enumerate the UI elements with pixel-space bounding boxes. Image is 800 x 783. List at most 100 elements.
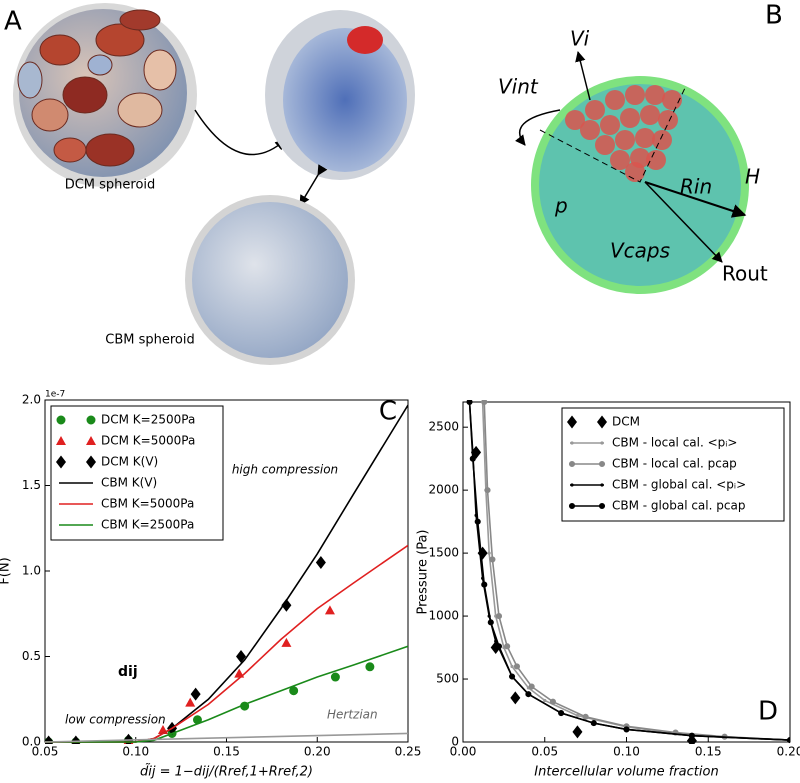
marker: [487, 551, 491, 555]
cbm-spheroid: [192, 202, 348, 358]
panel-label: D: [758, 697, 778, 727]
marker: [528, 683, 535, 690]
arrow: [299, 164, 328, 206]
marker: [525, 691, 532, 698]
legend-label: DCM K=2500Pa: [101, 413, 195, 427]
y-tick-label: 2.0: [22, 393, 41, 407]
symbol: Vi: [570, 27, 590, 51]
y-tick-label: 1.0: [22, 564, 41, 578]
marker: [281, 637, 292, 647]
legend-marker: [86, 436, 96, 445]
panel-label: A: [4, 7, 22, 37]
series-line: [45, 732, 408, 743]
marker: [474, 518, 481, 525]
y-tick-label: 0.0: [22, 735, 41, 749]
y-tick-label: 1.5: [22, 478, 41, 492]
legend-label: CBM - local cal. pcap: [612, 457, 737, 471]
panel-a: A DCM spheroid CBM spheroid: [4, 3, 415, 365]
x-tick-label: 0.20: [304, 745, 331, 759]
marker: [466, 400, 473, 406]
caption: DCM spheroid: [65, 178, 156, 193]
annotation: Hertzian: [327, 708, 378, 722]
panel-label: B: [765, 1, 783, 31]
symbol: Vint: [498, 75, 539, 99]
legend-label: CBM - global cal. pcap: [612, 499, 745, 513]
legend-label: CBM - local cal. <pᵢ>: [612, 436, 737, 450]
legend-label: DCM K(V): [101, 455, 158, 469]
arrow: [515, 109, 561, 146]
marker: [469, 455, 476, 462]
symbol: H: [745, 165, 760, 189]
marker: [786, 737, 790, 744]
marker: [510, 691, 521, 705]
marker: [324, 605, 335, 615]
y-tick-label: 1000: [428, 609, 459, 623]
y-axis-label: F(N): [0, 557, 13, 584]
x-tick-label: 0.25: [395, 745, 422, 759]
caption: CBM spheroid: [105, 333, 194, 348]
legend-marker: [56, 436, 66, 445]
marker: [549, 698, 556, 705]
legend-marker: [56, 455, 66, 469]
series-layer: [466, 400, 790, 744]
x-axis-label: d̃ij = 1−dij/(Rref,1+Rref,2): [140, 764, 313, 779]
legend-label: DCM: [612, 415, 640, 429]
arrow: [644, 181, 747, 218]
boundary: [539, 87, 686, 183]
x-tick-label: 0.10: [122, 745, 149, 759]
symbol: Rout: [722, 262, 768, 286]
marker: [281, 598, 292, 612]
x-axis-label: Intercellular volume fraction: [534, 765, 718, 780]
marker: [623, 726, 630, 733]
marker: [190, 687, 201, 701]
marker: [487, 619, 494, 626]
legend-marker: [567, 415, 577, 429]
marker: [510, 664, 514, 669]
legend-marker: [598, 460, 606, 468]
arrow: [194, 109, 286, 156]
legend-marker: [600, 441, 604, 445]
marker: [236, 650, 247, 663]
y-tick-label: 500: [436, 672, 459, 686]
marker: [289, 686, 299, 696]
cell: [347, 26, 383, 54]
marker: [590, 720, 597, 727]
y-axis-label: Pressure (Pa): [416, 529, 431, 614]
legend-marker: [568, 502, 576, 510]
marker: [504, 643, 511, 650]
annotation: low compression: [65, 713, 166, 727]
symbol: Rin: [680, 175, 712, 199]
marker: [513, 663, 521, 670]
arrow: [644, 181, 723, 263]
marker: [481, 581, 488, 588]
annotation: dij: [118, 664, 138, 680]
symbol: Vcaps: [610, 239, 670, 263]
x-tick-label: 0.05: [531, 745, 558, 759]
marker: [686, 734, 697, 744]
y-offset-label: 1e-7: [45, 390, 65, 400]
series-line: [45, 645, 408, 743]
cut-face: [283, 28, 407, 172]
marker: [185, 697, 196, 707]
marker: [365, 662, 375, 672]
legend-label: CBM K=2500Pa: [101, 518, 194, 532]
x-tick-label: 0.00: [450, 745, 477, 759]
legend-marker: [570, 483, 574, 487]
cells: [17, 9, 177, 167]
series-layer: [45, 404, 408, 744]
marker: [489, 556, 496, 563]
panel-b: B Vi Vint Rin H p Vcaps Rout: [498, 1, 783, 294]
legend-marker: [86, 415, 96, 425]
marker: [330, 672, 340, 682]
legend-label: CBM - global cal. <pᵢ>: [612, 478, 746, 492]
marker: [481, 400, 488, 406]
legend-marker: [56, 415, 66, 425]
x-tick-label: 0.05: [32, 745, 59, 759]
marker: [572, 725, 583, 739]
x-tick-label: 0.15: [213, 745, 240, 759]
marker: [484, 487, 491, 494]
legend-marker: [600, 483, 604, 487]
marker: [315, 555, 326, 569]
y-tick-label: 0.5: [22, 649, 41, 663]
